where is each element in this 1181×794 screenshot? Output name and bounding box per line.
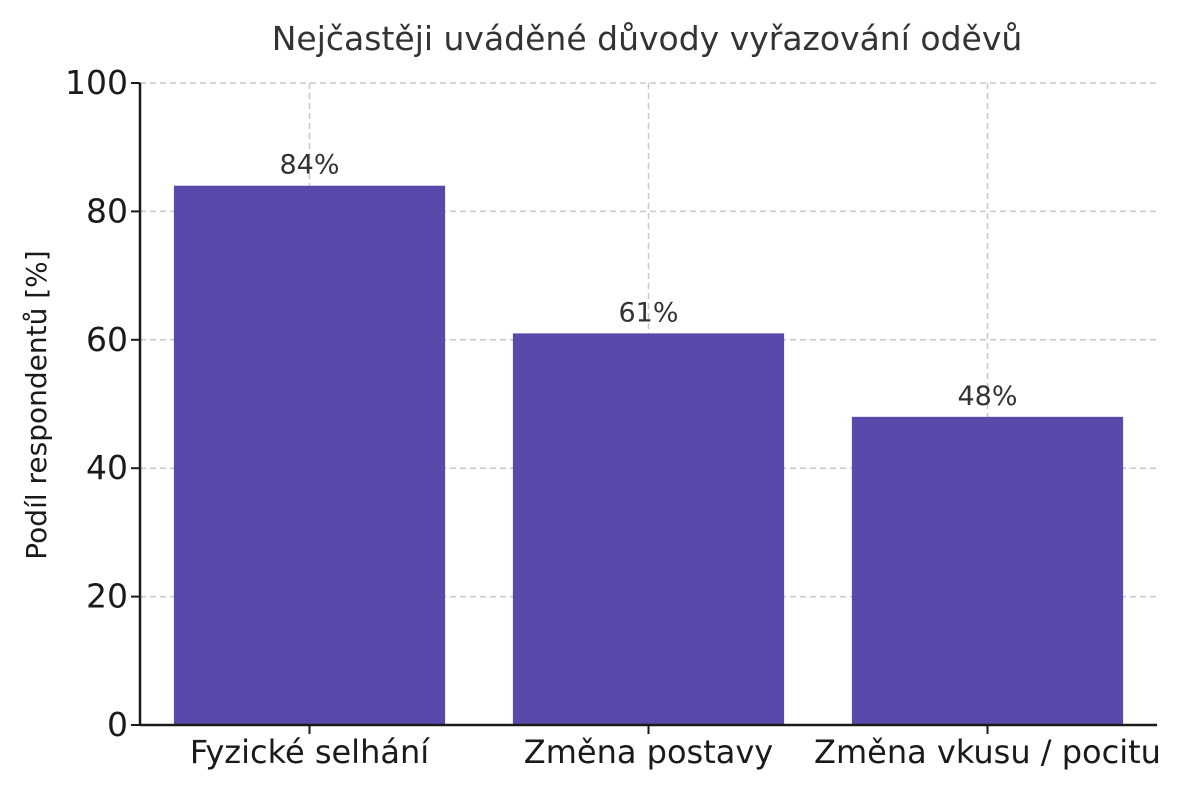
y-tick-label: 100	[65, 63, 128, 102]
bars	[173, 185, 1124, 726]
value-label: 48%	[957, 381, 1017, 412]
value-label: 61%	[618, 297, 678, 328]
y-tick-label: 20	[86, 577, 128, 616]
y-tick-label: 80	[86, 191, 128, 230]
value-labels: 84% 61% 48%	[279, 150, 1017, 412]
y-ticks: 0 20 40 60 80 100	[65, 63, 140, 744]
bar	[173, 185, 446, 726]
bar	[512, 333, 785, 725]
x-ticks: Fyzické selhání Změna postavy Změna vkusu …	[190, 725, 1161, 771]
y-tick-label: 40	[86, 448, 128, 487]
y-axis-label: Podíl respondentů [%]	[20, 250, 53, 559]
bar	[851, 416, 1124, 725]
y-tick-label: 60	[86, 320, 128, 359]
value-label: 84%	[279, 150, 339, 181]
x-tick-label: Změna vkusu / pocitu	[814, 733, 1161, 771]
y-tick-label: 0	[107, 705, 128, 744]
x-tick-label: Fyzické selhání	[190, 733, 430, 771]
x-tick-label: Změna postavy	[524, 733, 773, 771]
chart-title: Nejčastěji uváděné důvody vyřazování odě…	[272, 19, 1023, 58]
